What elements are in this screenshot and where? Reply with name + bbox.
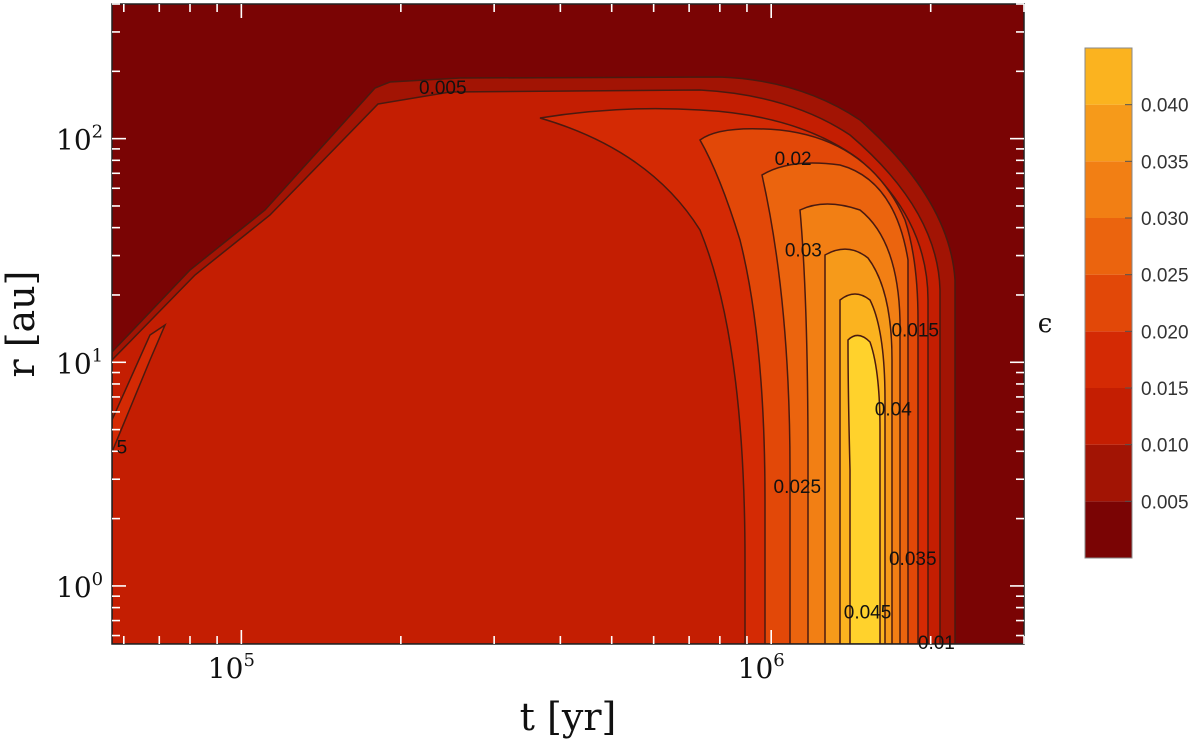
- contour-label: 0.03: [785, 240, 822, 261]
- y-tick-label: 102: [56, 122, 103, 157]
- colorbar-tick-label: 0.040: [1141, 96, 1189, 117]
- colorbar-band: [1085, 218, 1132, 275]
- colorbar-tick-label: 0.030: [1141, 209, 1189, 230]
- y-axis-title: r [au]: [0, 270, 43, 377]
- contour-labels: 0.0050.020.030.0150.040.0250.0350.0450.0…: [117, 78, 955, 654]
- contour-label: 0.02: [775, 149, 812, 170]
- contour-label: 5: [117, 438, 128, 459]
- contour-label: 0.025: [774, 477, 822, 498]
- colorbar: 0.005 0.010 0.015 0.020 0.025 0.030 0.035 0.040: [1084, 47, 1189, 559]
- colorbar-tick-label: 0.015: [1141, 379, 1189, 400]
- colorbar-band: [1085, 48, 1132, 105]
- colorbar-band: [1085, 331, 1132, 388]
- colorbar-band: [1085, 388, 1132, 445]
- contour-label: 0.045: [844, 602, 892, 623]
- plot-frame: [111, 3, 1025, 645]
- contour-region-0.045: [847, 334, 881, 644]
- contour-label: 0.005: [419, 78, 467, 99]
- tick-labels: 105 106 100 101 102: [56, 122, 785, 685]
- colorbar-frame: [1084, 47, 1133, 559]
- colorbar-tick-label: 0.035: [1141, 152, 1189, 173]
- colorbar-band: [1085, 161, 1132, 218]
- contour-region-left-blob: [112, 322, 167, 453]
- contour-label: 0.04: [875, 400, 912, 421]
- colorbar-tick-label: 0.020: [1141, 322, 1189, 343]
- colorbar-tick-label: 0.005: [1141, 492, 1189, 513]
- colorbar-band: [1085, 104, 1132, 162]
- plot-area: [112, 4, 1024, 644]
- colorbar-tick-label: 0.010: [1141, 436, 1189, 457]
- colorbar-band: [1085, 501, 1132, 558]
- y-tick-label: 100: [56, 569, 103, 604]
- colorbar-band: [1085, 444, 1132, 502]
- x-axis-title: t [yr]: [520, 695, 617, 739]
- colorbar-title: ϵ: [1038, 309, 1053, 339]
- contour-label: 0.01: [918, 633, 955, 654]
- contour-label: 0.035: [889, 549, 937, 570]
- x-tick-label: 106: [738, 650, 785, 685]
- contour-label: 0.015: [891, 321, 939, 342]
- colorbar-tick-label: 0.025: [1141, 266, 1189, 287]
- x-tick-label: 105: [208, 650, 255, 685]
- axis-ticks: [112, 3, 1025, 644]
- y-tick-label: 101: [56, 345, 103, 380]
- colorbar-band: [1085, 274, 1132, 332]
